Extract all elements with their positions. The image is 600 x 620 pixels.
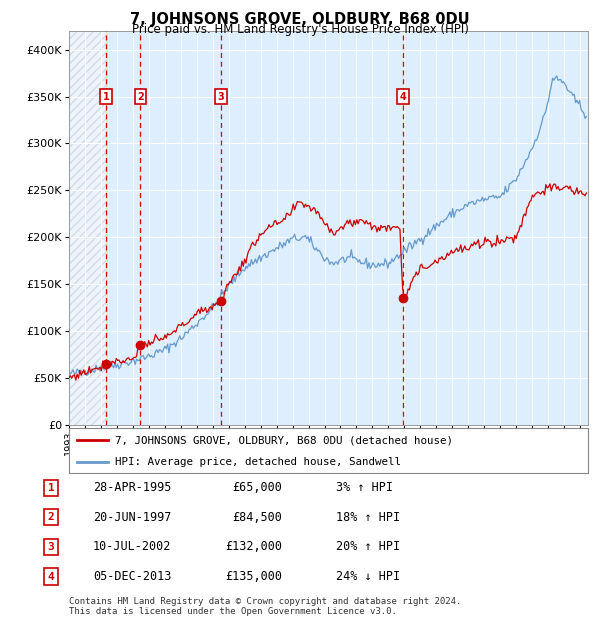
Text: 10-JUL-2002: 10-JUL-2002 xyxy=(93,541,172,553)
Text: 4: 4 xyxy=(47,572,55,582)
Text: 24% ↓ HPI: 24% ↓ HPI xyxy=(336,570,400,583)
Text: 1: 1 xyxy=(47,483,55,493)
Text: 7, JOHNSONS GROVE, OLDBURY, B68 0DU (detached house): 7, JOHNSONS GROVE, OLDBURY, B68 0DU (det… xyxy=(115,435,452,446)
Text: This data is licensed under the Open Government Licence v3.0.: This data is licensed under the Open Gov… xyxy=(69,606,397,616)
Text: Contains HM Land Registry data © Crown copyright and database right 2024.: Contains HM Land Registry data © Crown c… xyxy=(69,597,461,606)
Text: HPI: Average price, detached house, Sandwell: HPI: Average price, detached house, Sand… xyxy=(115,457,401,467)
Text: 18% ↑ HPI: 18% ↑ HPI xyxy=(336,511,400,523)
Text: 20% ↑ HPI: 20% ↑ HPI xyxy=(336,541,400,553)
Text: 3: 3 xyxy=(218,92,224,102)
Text: 20-JUN-1997: 20-JUN-1997 xyxy=(93,511,172,523)
Text: 2: 2 xyxy=(47,512,55,522)
Text: Price paid vs. HM Land Registry's House Price Index (HPI): Price paid vs. HM Land Registry's House … xyxy=(131,23,469,36)
Bar xyxy=(69,31,106,425)
Text: 2: 2 xyxy=(137,92,144,102)
Text: £135,000: £135,000 xyxy=(225,570,282,583)
Text: 3: 3 xyxy=(47,542,55,552)
Text: 28-APR-1995: 28-APR-1995 xyxy=(93,482,172,494)
Text: £65,000: £65,000 xyxy=(232,482,282,494)
Text: £84,500: £84,500 xyxy=(232,511,282,523)
Text: 1: 1 xyxy=(103,92,109,102)
Text: 05-DEC-2013: 05-DEC-2013 xyxy=(93,570,172,583)
Text: 4: 4 xyxy=(400,92,407,102)
Text: 3% ↑ HPI: 3% ↑ HPI xyxy=(336,482,393,494)
Text: £132,000: £132,000 xyxy=(225,541,282,553)
Text: 7, JOHNSONS GROVE, OLDBURY, B68 0DU: 7, JOHNSONS GROVE, OLDBURY, B68 0DU xyxy=(130,12,470,27)
